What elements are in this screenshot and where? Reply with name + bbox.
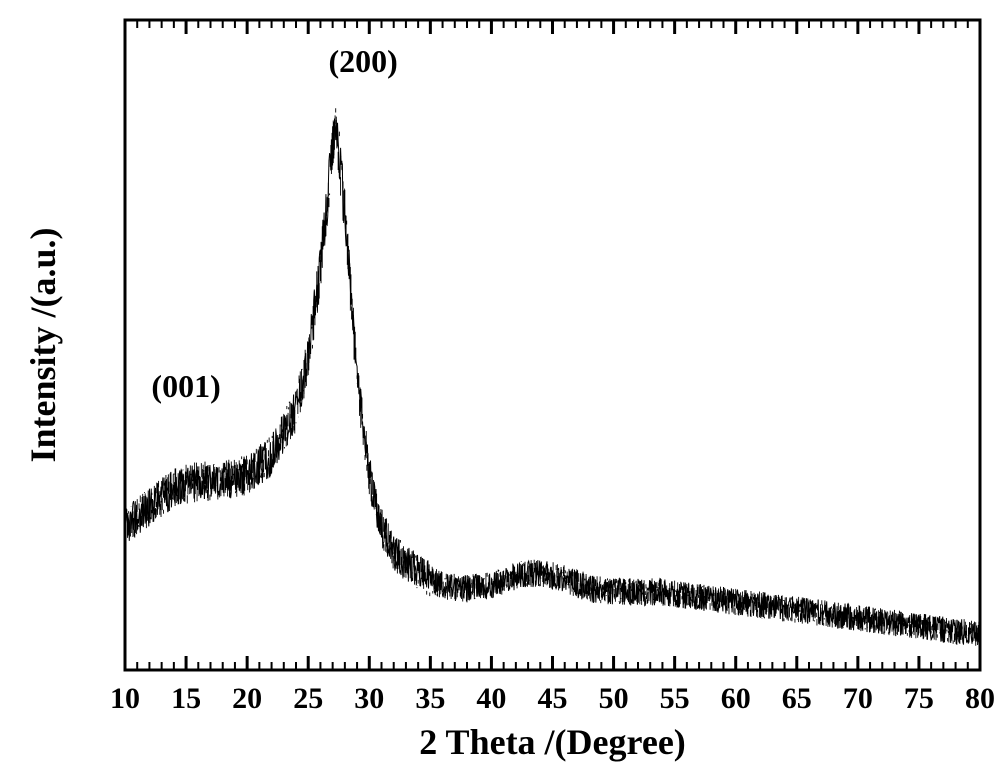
y-axis-label: Intensity /(a.u.)	[23, 227, 63, 462]
xtick-label: 75	[904, 682, 934, 715]
peak-label: (001)	[151, 368, 220, 404]
xtick-label: 65	[782, 682, 812, 715]
x-axis-label: 2 Theta /(Degree)	[419, 722, 686, 762]
peak-label: (200)	[329, 43, 398, 79]
xtick-label: 25	[293, 682, 323, 715]
xtick-label: 70	[843, 682, 873, 715]
xtick-label: 35	[415, 682, 445, 715]
xtick-label: 20	[232, 682, 262, 715]
xtick-label: 40	[476, 682, 506, 715]
xtick-label: 10	[110, 682, 140, 715]
xtick-label: 15	[171, 682, 201, 715]
xtick-label: 80	[965, 682, 995, 715]
xtick-label: 60	[721, 682, 751, 715]
xtick-label: 30	[354, 682, 384, 715]
xrd-chart: 10 15 20 25 30 35 40 45 50 55 60 65 70 75 80 2 Theta /(…	[0, 0, 1000, 778]
xtick-label: 55	[660, 682, 690, 715]
xtick-label: 50	[599, 682, 629, 715]
xtick-label: 45	[538, 682, 568, 715]
